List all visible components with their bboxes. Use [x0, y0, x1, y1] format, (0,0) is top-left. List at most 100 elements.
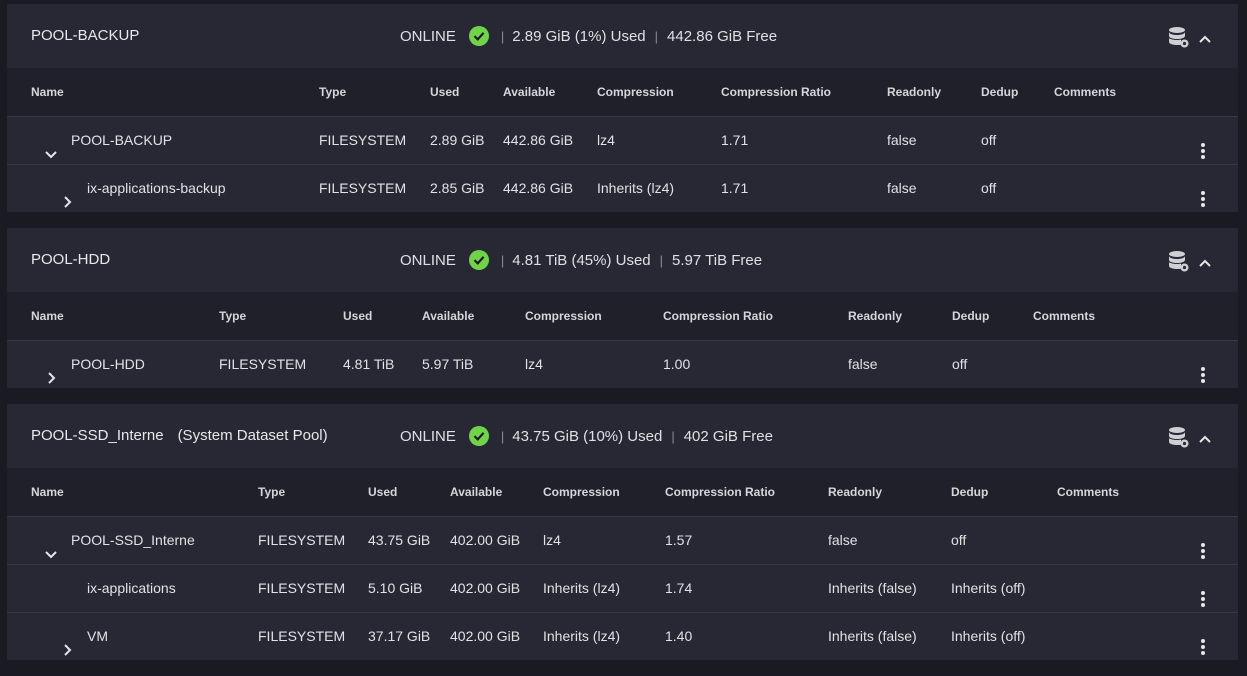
- col-compression-ratio[interactable]: Compression Ratio: [663, 309, 774, 323]
- cell-type: FILESYSTEM: [258, 532, 346, 548]
- table-row[interactable]: POOL-BACKUP FILESYSTEM 2.89 GiB 442.86 G…: [7, 116, 1238, 164]
- chevron-up-icon[interactable]: [1198, 431, 1212, 449]
- cell-used: 37.17 GiB: [368, 628, 431, 644]
- table-row[interactable]: ix-applications-backup FILESYSTEM 2.85 G…: [7, 164, 1238, 212]
- col-dedup[interactable]: Dedup: [981, 85, 1019, 99]
- pool-actions: [1168, 248, 1212, 279]
- pool-status-text: ONLINE: [400, 27, 456, 45]
- pool-header: POOL-SSD_Interne (System Dataset Pool) ON…: [7, 404, 1238, 468]
- check-circle-icon: [468, 250, 489, 270]
- cell-compression: Inherits (lz4): [543, 580, 621, 596]
- pool-card-hdd: POOL-HDD ONLINE | 4.81 TiB (45%) Used | …: [7, 228, 1238, 388]
- col-compression[interactable]: Compression: [543, 485, 620, 499]
- col-comments[interactable]: Comments: [1057, 485, 1120, 499]
- chevron-right-icon[interactable]: [44, 357, 58, 404]
- table-row[interactable]: POOL-SSD_Interne FILESYSTEM 43.75 GiB 40…: [7, 516, 1238, 564]
- col-comments[interactable]: Comments: [1033, 309, 1096, 323]
- pool-free: 402 GiB Free: [683, 427, 773, 445]
- cell-compression: Inherits (lz4): [543, 628, 621, 644]
- table-row[interactable]: ix-applications FILESYSTEM 5.10 GiB 402.…: [7, 564, 1238, 612]
- pool-title: POOL-BACKUP: [31, 27, 140, 44]
- pool-used: 2.89 GiB (1%) Used: [512, 27, 646, 45]
- cell-used: 4.81 TiB: [343, 356, 395, 372]
- more-vert-icon[interactable]: [1200, 132, 1206, 179]
- cell-available: 442.86 GiB: [503, 180, 574, 196]
- more-vert-icon[interactable]: [1200, 532, 1206, 579]
- chevron-down-icon[interactable]: [44, 133, 58, 180]
- cell-readonly: Inherits (false): [828, 580, 917, 596]
- col-type[interactable]: Type: [219, 309, 247, 323]
- cell-compression: Inherits (lz4): [597, 180, 675, 196]
- col-readonly[interactable]: Readonly: [848, 309, 903, 323]
- separator: |: [659, 252, 664, 268]
- col-readonly[interactable]: Readonly: [887, 85, 942, 99]
- pool-free: 442.86 GiB Free: [667, 27, 778, 45]
- cell-ratio: 1.00: [663, 356, 691, 372]
- database-gear-icon[interactable]: [1168, 24, 1190, 55]
- chevron-right-icon[interactable]: [60, 181, 74, 228]
- more-vert-icon[interactable]: [1200, 180, 1206, 227]
- cell-type: FILESYSTEM: [319, 132, 407, 148]
- cell-type: FILESYSTEM: [258, 628, 346, 644]
- separator: |: [671, 428, 675, 444]
- cell-readonly: false: [828, 532, 858, 548]
- col-compression[interactable]: Compression: [597, 85, 674, 99]
- cell-readonly: false: [887, 132, 917, 148]
- cell-dedup: off: [981, 180, 997, 196]
- col-available[interactable]: Available: [450, 485, 503, 499]
- cell-available: 5.97 TiB: [422, 356, 474, 372]
- cell-dedup: off: [981, 132, 997, 148]
- chevron-up-icon[interactable]: [1198, 31, 1212, 49]
- col-used[interactable]: Used: [343, 309, 373, 323]
- cell-ratio: 1.71: [721, 132, 749, 148]
- pool-status-text: ONLINE: [400, 251, 456, 269]
- col-comments[interactable]: Comments: [1054, 85, 1117, 99]
- cell-available: 402.00 GiB: [450, 580, 521, 596]
- col-type[interactable]: Type: [319, 85, 347, 99]
- more-vert-icon[interactable]: [1200, 356, 1206, 403]
- pool-card-backup: POOL-BACKUP ONLINE | 2.89 GiB (1%) Used …: [7, 4, 1238, 212]
- pool-actions: [1168, 424, 1212, 455]
- col-readonly[interactable]: Readonly: [828, 485, 883, 499]
- col-available[interactable]: Available: [422, 309, 475, 323]
- col-used[interactable]: Used: [368, 485, 398, 499]
- cell-used: 43.75 GiB: [368, 532, 431, 548]
- col-name[interactable]: Name: [31, 85, 64, 99]
- cell-name: POOL-HDD: [71, 356, 145, 372]
- cell-available: 402.00 GiB: [450, 532, 521, 548]
- pool-name: POOL-SSD_Interne: [31, 427, 164, 444]
- pool-status-text: ONLINE: [400, 427, 456, 445]
- chevron-up-icon[interactable]: [1198, 255, 1212, 273]
- cell-available: 442.86 GiB: [503, 132, 574, 148]
- cell-readonly: Inherits (false): [828, 628, 917, 644]
- col-dedup[interactable]: Dedup: [951, 485, 989, 499]
- pool-used: 43.75 GiB (10%) Used: [512, 427, 663, 445]
- table-header: Name Type Used Available Compression Com…: [7, 468, 1238, 516]
- col-compression[interactable]: Compression: [525, 309, 602, 323]
- col-available[interactable]: Available: [503, 85, 556, 99]
- chevron-down-icon[interactable]: [44, 533, 58, 580]
- database-gear-icon[interactable]: [1168, 248, 1190, 279]
- check-circle-icon: [468, 426, 489, 446]
- check-circle-icon: [468, 26, 489, 46]
- pool-subtitle: (System Dataset Pool): [177, 427, 328, 444]
- col-name[interactable]: Name: [31, 309, 64, 323]
- col-type[interactable]: Type: [258, 485, 286, 499]
- more-vert-icon[interactable]: [1200, 628, 1206, 675]
- col-used[interactable]: Used: [430, 85, 460, 99]
- table-row[interactable]: POOL-HDD FILESYSTEM 4.81 TiB 5.97 TiB lz…: [7, 340, 1238, 388]
- chevron-right-icon[interactable]: [60, 629, 74, 676]
- col-dedup[interactable]: Dedup: [952, 309, 990, 323]
- cell-ratio: 1.74: [665, 580, 693, 596]
- cell-name: ix-applications-backup: [87, 180, 226, 196]
- cell-ratio: 1.40: [665, 628, 693, 644]
- cell-compression: lz4: [525, 356, 543, 372]
- table-row[interactable]: VM FILESYSTEM 37.17 GiB 402.00 GiB Inher…: [7, 612, 1238, 660]
- col-compression-ratio[interactable]: Compression Ratio: [665, 485, 776, 499]
- col-name[interactable]: Name: [31, 485, 64, 499]
- more-vert-icon[interactable]: [1200, 580, 1206, 627]
- col-compression-ratio[interactable]: Compression Ratio: [721, 85, 832, 99]
- cell-available: 402.00 GiB: [450, 628, 521, 644]
- database-gear-icon[interactable]: [1168, 424, 1190, 455]
- cell-compression: lz4: [543, 532, 561, 548]
